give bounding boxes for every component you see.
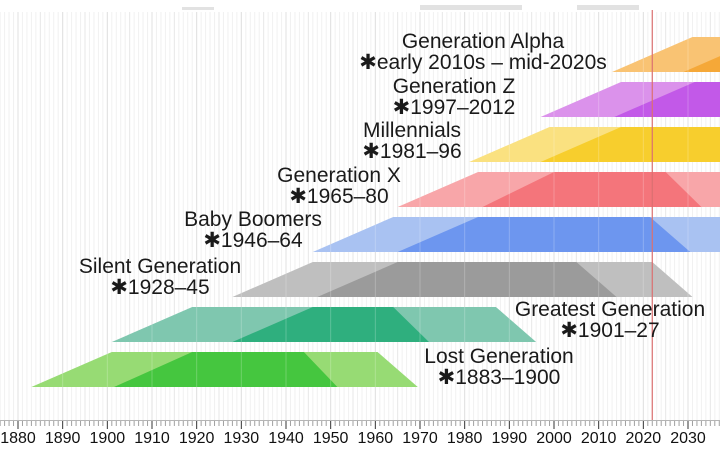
axis-label-1950: 1950 xyxy=(313,430,349,447)
label-baby-boomers-birth-range: ✱1946–64 xyxy=(203,229,303,252)
band-greatest-generation-dark xyxy=(232,307,429,342)
label-generation-z-birth-range: ✱1997–2012 xyxy=(393,96,516,119)
label-generation-z-name: Generation Z xyxy=(393,75,516,98)
band-lost-generation-dark xyxy=(114,352,338,387)
axis-label-1990: 1990 xyxy=(492,430,528,447)
axis-label-2030: 2030 xyxy=(670,430,706,447)
band-generation-alpha-dark xyxy=(683,56,720,72)
axis-label-1890: 1890 xyxy=(45,430,81,447)
axis-label-1930: 1930 xyxy=(224,430,260,447)
axis-label-2020: 2020 xyxy=(626,430,662,447)
decade-gridline-overlay xyxy=(17,12,689,420)
label-generation-alpha-name: Generation Alpha xyxy=(402,30,565,53)
label-millennials-name: Millennials xyxy=(363,119,461,142)
label-generation-x-birth-range: ✱1965–80 xyxy=(289,185,388,208)
axis-label-1880: 1880 xyxy=(0,430,36,447)
axis-label-1940: 1940 xyxy=(268,430,304,447)
label-generation-x-name: Generation X xyxy=(277,164,401,187)
label-lost-generation-birth-range: ✱1883–1900 xyxy=(438,366,561,389)
label-greatest-generation-birth-range: ✱1901–27 xyxy=(560,319,659,342)
label-greatest-generation-name: Greatest Generation xyxy=(515,298,705,321)
label-millennials-birth-range: ✱1981–96 xyxy=(362,140,461,163)
axis-label-1980: 1980 xyxy=(447,430,483,447)
axis-label-1970: 1970 xyxy=(402,430,438,447)
generation-labels: Generation Alpha✱early 2010s – mid-2020s… xyxy=(79,30,705,389)
axis-label-1960: 1960 xyxy=(358,430,394,447)
band-baby-boomers-dark xyxy=(397,217,691,252)
x-axis-labels: 1880 1890 1900 1910 1920 1930 1940 1950 1960 1970… xyxy=(0,430,706,447)
band-silent-generation-dark xyxy=(317,262,617,297)
label-generation-alpha-birth-range: ✱early 2010s – mid-2020s xyxy=(359,51,607,74)
band-generation-z-dark xyxy=(614,82,720,117)
generation-bands xyxy=(31,37,720,387)
label-silent-generation-birth-range: ✱1928–45 xyxy=(110,276,209,299)
label-lost-generation-name: Lost Generation xyxy=(424,345,573,368)
x-axis-ticks xyxy=(0,421,720,429)
cropped-title-remnant xyxy=(182,5,639,10)
year-gridlines xyxy=(0,12,720,420)
band-millennials-dark xyxy=(540,127,720,162)
axis-label-1900: 1900 xyxy=(90,430,126,447)
axis-label-1910: 1910 xyxy=(134,430,170,447)
axis-label-1920: 1920 xyxy=(179,430,215,447)
label-silent-generation-name: Silent Generation xyxy=(79,255,241,278)
band-generation-alpha-light xyxy=(612,37,720,72)
label-baby-boomers-name: Baby Boomers xyxy=(184,208,322,231)
axis-label-2010: 2010 xyxy=(581,430,617,447)
axis-label-2000: 2000 xyxy=(536,430,572,447)
band-generation-x-dark xyxy=(482,172,702,207)
